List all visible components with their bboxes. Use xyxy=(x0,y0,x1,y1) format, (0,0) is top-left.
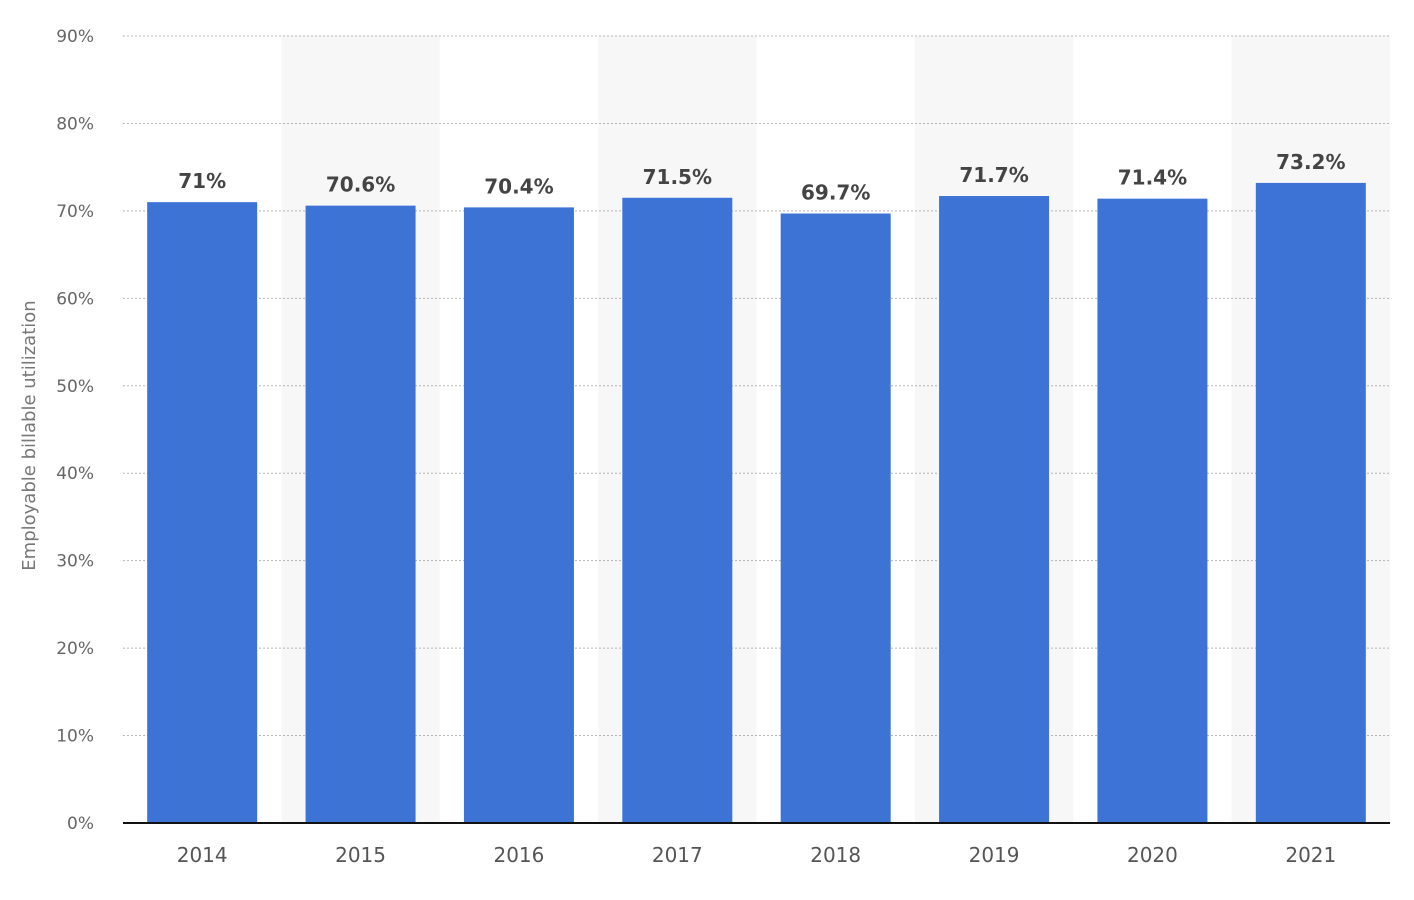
y-tick-label: 30% xyxy=(56,552,94,572)
y-tick-label: 60% xyxy=(56,289,94,309)
bar-2014 xyxy=(147,202,258,824)
x-tick-label: 2019 xyxy=(969,843,1020,867)
y-tick-label: 80% xyxy=(56,114,94,134)
data-label-2020: 71.4% xyxy=(1118,166,1187,190)
gridlines xyxy=(123,35,1390,737)
data-label-2021: 73.2% xyxy=(1276,150,1345,174)
y-tick-label: 70% xyxy=(56,202,94,222)
x-tick-label: 2017 xyxy=(652,843,703,867)
bar-2018 xyxy=(780,213,891,824)
x-tick-label: 2020 xyxy=(1127,843,1178,867)
x-tick-label: 2016 xyxy=(493,843,544,867)
data-labels: 71% 70.6% 70.4% 71.5% 69.7% 71.7% 71.4% 73.2% xyxy=(178,150,1345,205)
data-label-2016: 70.4% xyxy=(484,174,553,198)
y-tick-label: 40% xyxy=(56,464,94,484)
y-tick-label: 0% xyxy=(67,814,94,834)
bar-2016 xyxy=(463,207,574,823)
x-tick-label: 2018 xyxy=(810,843,861,867)
data-label-2015: 70.6% xyxy=(326,173,395,197)
bar-2019 xyxy=(939,196,1050,824)
data-label-2017: 71.5% xyxy=(643,165,712,189)
y-tick-label: 50% xyxy=(56,377,94,397)
y-axis-title: Employable billable utilization xyxy=(19,300,40,570)
x-tick-label: 2015 xyxy=(335,843,386,867)
y-tick-label: 10% xyxy=(56,727,94,747)
bar-2021 xyxy=(1255,182,1366,823)
bar-2020 xyxy=(1097,198,1208,823)
x-tick-label: 2021 xyxy=(1285,843,1336,867)
y-axis-ticks: 0% 10% 20% 30% 40% 50% 60% 70% 80% 90% xyxy=(56,27,94,834)
bars xyxy=(147,182,1366,824)
bar-2015 xyxy=(305,205,416,824)
y-tick-label: 20% xyxy=(56,639,94,659)
y-tick-label: 90% xyxy=(56,27,94,47)
data-label-2014: 71% xyxy=(178,169,226,193)
x-axis-ticks: 2014 2015 2016 2017 2018 2019 2020 2021 xyxy=(177,843,1337,867)
bar-2017 xyxy=(622,197,733,823)
x-tick-label: 2014 xyxy=(177,843,228,867)
data-label-2019: 71.7% xyxy=(959,163,1028,187)
data-label-2018: 69.7% xyxy=(801,181,870,205)
